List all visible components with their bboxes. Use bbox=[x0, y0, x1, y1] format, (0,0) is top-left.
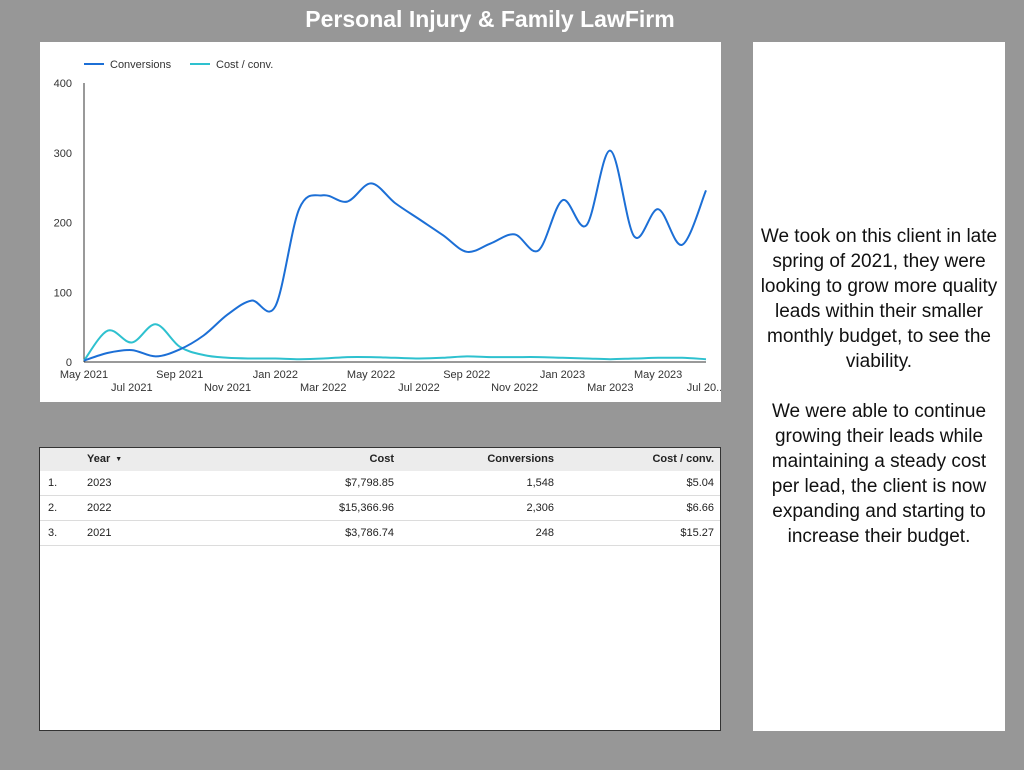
row-index: 2. bbox=[48, 502, 58, 514]
description-paragraph-2: We were able to continue growing their l… bbox=[771, 401, 987, 547]
y-tick-label: 100 bbox=[54, 287, 72, 299]
table-row: 2. 2022 $15,366.96 2,306 $6.66 bbox=[40, 496, 720, 521]
description-paragraph-1: We took on this client in late spring of… bbox=[760, 226, 998, 372]
column-header-cost[interactable]: Cost bbox=[369, 453, 394, 465]
row-year: 2022 bbox=[87, 502, 112, 514]
column-header-cost-per-conv[interactable]: Cost / conv. bbox=[652, 453, 714, 465]
x-tick-label: Jan 2023 bbox=[540, 369, 585, 381]
sort-descending-icon: ▼ bbox=[115, 456, 123, 463]
row-conversions: 248 bbox=[535, 527, 554, 539]
x-tick-label: Jan 2022 bbox=[253, 369, 298, 381]
row-conversions: 2,306 bbox=[526, 502, 554, 514]
x-tick-label: May 2021 bbox=[60, 369, 108, 381]
x-tick-label: May 2022 bbox=[347, 369, 395, 381]
x-tick-label: Jul 2021 bbox=[111, 382, 153, 394]
y-tick-label: 200 bbox=[54, 218, 72, 230]
row-cost: $15,366.96 bbox=[338, 502, 394, 514]
row-cost: $7,798.85 bbox=[345, 477, 394, 489]
row-cost-per-conv: $6.66 bbox=[686, 502, 714, 514]
x-tick-label: Nov 2022 bbox=[491, 382, 538, 394]
line-chart-card: 0 100 200 300 400 May 2021 Jul 2021 Sep 2021 Nov… bbox=[40, 42, 721, 402]
page-title: Personal Injury & Family LawFirm bbox=[305, 6, 675, 32]
x-tick-label: Mar 2023 bbox=[587, 382, 633, 394]
table-row: 3. 2021 $3,786.74 248 $15.27 bbox=[40, 521, 720, 546]
conversions-series-line bbox=[83, 149, 707, 362]
row-cost-per-conv: $5.04 bbox=[686, 477, 714, 489]
row-index: 3. bbox=[48, 527, 58, 539]
x-tick-label: Sep 2022 bbox=[443, 369, 490, 381]
row-year: 2023 bbox=[87, 477, 112, 489]
x-tick-label: Mar 2022 bbox=[300, 382, 346, 394]
row-cost: $3,786.74 bbox=[345, 527, 394, 539]
table-row: 1. 2023 $7,798.85 1,548 $5.04 bbox=[40, 471, 720, 496]
table-header: Year ▼ Cost Conversions Cost / conv. bbox=[40, 448, 720, 471]
cost-per-conv-series-line bbox=[83, 323, 707, 362]
row-year: 2021 bbox=[87, 527, 112, 539]
x-tick-label: Nov 2021 bbox=[204, 382, 251, 394]
legend-label-conversions: Conversions bbox=[110, 59, 172, 71]
description-card: We took on this client in late spring of… bbox=[753, 42, 1005, 731]
column-header-conversions[interactable]: Conversions bbox=[487, 453, 554, 465]
x-tick-label: Jul 20... bbox=[687, 382, 721, 394]
x-tick-label: May 2023 bbox=[634, 369, 682, 381]
y-tick-label: 300 bbox=[54, 148, 72, 160]
yearly-summary-table: Year ▼ Cost Conversions Cost / conv. 1. 2… bbox=[39, 447, 721, 731]
y-tick-label: 400 bbox=[54, 78, 72, 90]
y-tick-label: 0 bbox=[66, 357, 72, 369]
row-conversions: 1,548 bbox=[526, 477, 554, 489]
column-header-year[interactable]: Year ▼ bbox=[87, 453, 123, 465]
row-index: 1. bbox=[48, 477, 58, 489]
x-tick-label: Jul 2022 bbox=[398, 382, 440, 394]
legend-label-cost-per-conv: Cost / conv. bbox=[216, 59, 273, 71]
row-cost-per-conv: $15.27 bbox=[680, 527, 714, 539]
x-tick-label: Sep 2021 bbox=[156, 369, 203, 381]
